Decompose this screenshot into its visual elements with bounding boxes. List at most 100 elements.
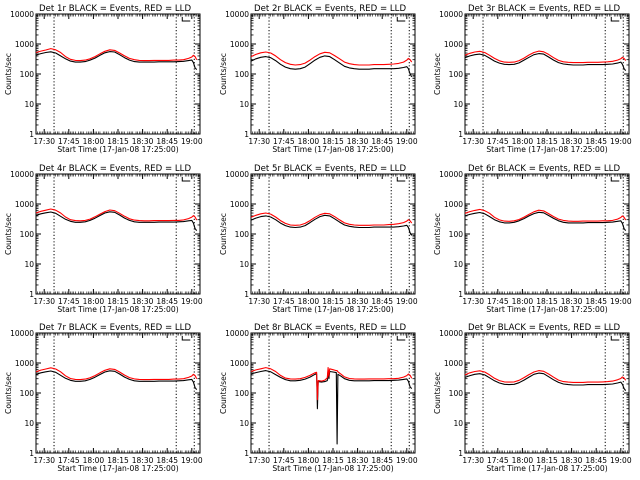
corner-bracket: [610, 177, 620, 182]
series-line-lld: [464, 50, 627, 64]
x-tick-label: 18:15: [536, 137, 558, 146]
x-tick-label: 18:15: [107, 456, 129, 465]
series-line-lld: [250, 212, 413, 226]
x-tick-label: 18:45: [156, 297, 178, 306]
x-tick-label: 17:45: [487, 137, 509, 146]
y-tick-label: 10000: [225, 329, 249, 338]
y-tick-label: 1: [458, 449, 463, 458]
y-tick-label: 100: [20, 230, 35, 239]
plot-frame: [250, 13, 416, 135]
chart-panel: Det 4r BLACK = Events, RED = LLD 1 10 100 10…: [4, 164, 203, 314]
x-tick-label: 17:30: [248, 137, 270, 146]
y-tick-label: 1000: [444, 200, 463, 209]
y-axis-label: Counts/sec: [433, 213, 442, 255]
corner-bracket: [181, 17, 191, 22]
y-axis-label: Counts/sec: [219, 372, 228, 414]
x-tick-label: 18:00: [83, 456, 105, 465]
y-tick-label: 1000: [15, 40, 34, 49]
plot-frame: [35, 13, 201, 135]
x-tick-label: 19:00: [396, 137, 418, 146]
y-tick-label: 10000: [10, 170, 34, 179]
chart-title: Det 6r BLACK = Events, RED = LLD: [468, 164, 620, 174]
x-tick-label: 18:15: [322, 456, 344, 465]
x-tick-label: 19:00: [396, 456, 418, 465]
y-tick-label: 1000: [230, 200, 249, 209]
series-line-events: [464, 211, 627, 231]
y-tick-label: 1: [458, 130, 463, 139]
y-tick-label: 1000: [15, 359, 34, 368]
y-axis-label: Counts/sec: [219, 213, 228, 255]
y-tick-label: 10: [453, 419, 463, 428]
x-tick-label: 19:00: [181, 456, 203, 465]
x-tick-label: 17:30: [462, 297, 484, 306]
x-tick-label: 18:00: [298, 456, 320, 465]
y-tick-label: 1: [29, 130, 34, 139]
x-tick-label: 19:00: [610, 297, 632, 306]
y-tick-label: 10000: [225, 170, 249, 179]
x-tick-label: 18:45: [371, 456, 393, 465]
y-tick-label: 10000: [439, 10, 463, 19]
x-tick-label: 18:30: [132, 456, 154, 465]
x-axis-label: Start Time (17-Jan-08 17:25:00): [57, 464, 178, 473]
series-line-events: [35, 370, 198, 390]
x-tick-label: 17:45: [58, 297, 80, 306]
plot-frame: [250, 173, 416, 295]
x-tick-label: 18:30: [347, 137, 369, 146]
y-tick-label: 10: [239, 260, 249, 269]
x-tick-label: 17:45: [487, 456, 509, 465]
x-tick-label: 18:30: [561, 456, 583, 465]
x-tick-label: 18:45: [585, 456, 607, 465]
x-tick-label: 18:15: [107, 137, 129, 146]
y-tick-label: 10000: [10, 10, 34, 19]
x-tick-label: 18:15: [107, 297, 129, 306]
chart-panel: Det 8r BLACK = Events, RED = LLD 1 10 100 10…: [219, 323, 418, 473]
plot-frame: [464, 13, 630, 135]
y-axis-label: Counts/sec: [433, 53, 442, 95]
x-tick-label: 18:45: [585, 297, 607, 306]
x-tick-label: 18:00: [298, 297, 320, 306]
x-tick-label: 17:30: [248, 297, 270, 306]
x-tick-label: 19:00: [181, 297, 203, 306]
x-tick-label: 17:45: [273, 456, 295, 465]
y-tick-label: 1: [244, 130, 249, 139]
x-tick-label: 18:30: [347, 456, 369, 465]
x-tick-label: 17:30: [462, 456, 484, 465]
x-tick-label: 17:30: [462, 137, 484, 146]
y-tick-label: 1: [458, 290, 463, 299]
chart-panel: Det 3r BLACK = Events, RED = LLD 1 10 100 10…: [433, 4, 632, 154]
chart-panel: Det 5r BLACK = Events, RED = LLD 1 10 100 10…: [219, 164, 418, 314]
chart-title: Det 2r BLACK = Events, RED = LLD: [254, 4, 406, 14]
y-tick-label: 100: [449, 230, 464, 239]
x-tick-label: 19:00: [396, 297, 418, 306]
x-axis-label: Start Time (17-Jan-08 17:25:00): [272, 464, 393, 473]
series-line-lld: [250, 51, 413, 66]
corner-bracket: [181, 177, 191, 182]
chart-panel: Det 2r BLACK = Events, RED = LLD 1 10 100 10…: [219, 4, 418, 154]
x-axis-label: Start Time (17-Jan-08 17:25:00): [57, 305, 178, 314]
x-tick-label: 17:45: [58, 456, 80, 465]
y-tick-label: 1000: [444, 40, 463, 49]
chart-title: Det 9r BLACK = Events, RED = LLD: [468, 323, 620, 333]
x-tick-label: 18:30: [132, 297, 154, 306]
series-line-events: [464, 53, 627, 71]
series-line-events: [35, 211, 198, 231]
corner-bracket: [610, 17, 620, 22]
y-tick-label: 10000: [439, 170, 463, 179]
chart-panel: Det 1r BLACK = Events, RED = LLD 1 10 100 10…: [4, 4, 203, 154]
x-tick-label: 18:15: [536, 297, 558, 306]
series-line-lld: [35, 48, 198, 62]
x-tick-label: 18:30: [132, 137, 154, 146]
x-axis-label: Start Time (17-Jan-08 17:25:00): [486, 145, 607, 154]
plot-frame: [35, 173, 201, 295]
series-line-lld: [464, 208, 627, 222]
plot-frame: [464, 173, 630, 295]
y-tick-label: 10000: [225, 10, 249, 19]
x-tick-label: 17:45: [58, 137, 80, 146]
chart-title: Det 4r BLACK = Events, RED = LLD: [39, 164, 191, 174]
y-tick-label: 10: [24, 260, 34, 269]
y-tick-label: 10: [453, 260, 463, 269]
y-tick-label: 100: [235, 389, 250, 398]
plot-frame: [250, 332, 416, 454]
x-axis-label: Start Time (17-Jan-08 17:25:00): [486, 464, 607, 473]
